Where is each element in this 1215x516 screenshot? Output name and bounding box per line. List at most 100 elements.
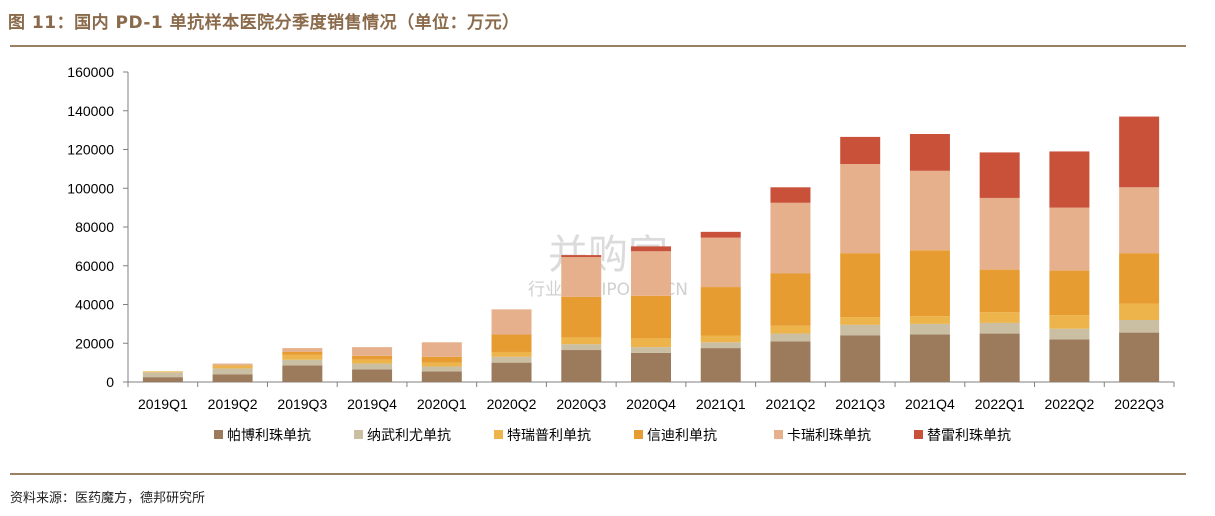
bar-segment-s2-2022Q2	[1049, 315, 1090, 329]
bar-segment-s3-2022Q3	[1119, 253, 1160, 304]
bar-segment-s2-2019Q3	[282, 354, 323, 360]
bar-segment-s2-2020Q2	[491, 351, 532, 357]
bar-segment-s2-2021Q4	[909, 316, 950, 324]
bar-segment-s4-2021Q2	[770, 202, 811, 274]
bar-segment-s4-2021Q1	[700, 237, 741, 288]
legend-swatch	[774, 430, 783, 439]
bar-segment-s0-2021Q2	[770, 341, 811, 382]
bar-segment-s4-2022Q2	[1049, 207, 1090, 271]
source-note: 资料来源：医药魔方，德邦研究所	[10, 491, 206, 506]
bar-segment-s4-2019Q4	[352, 347, 393, 356]
x-tick-label: 2022Q1	[975, 396, 1025, 412]
bar-segment-s1-2021Q3	[840, 324, 881, 336]
bar-segment-s1-2019Q1	[142, 372, 183, 378]
bar-segment-s2-2021Q2	[770, 325, 811, 334]
bar-segment-s1-2019Q3	[282, 359, 323, 366]
top-rule	[10, 45, 1186, 47]
x-tick-label: 2019Q1	[138, 396, 188, 412]
x-tick-label: 2021Q4	[905, 396, 955, 412]
x-tick-label: 2019Q3	[277, 396, 327, 412]
bar-segment-s3-2022Q2	[1049, 270, 1090, 316]
bar-segment-s0-2021Q1	[700, 348, 741, 382]
bar-segment-s3-2019Q3	[282, 351, 323, 355]
bar-segment-s2-2022Q1	[979, 312, 1020, 323]
legend-label: 替雷利珠单抗	[927, 428, 1011, 444]
bar-segment-s5-2021Q2	[770, 187, 811, 203]
bottom-rule	[10, 473, 1186, 475]
bar-segment-s1-2021Q1	[700, 342, 741, 349]
legend-label: 帕博利珠单抗	[227, 427, 311, 444]
bar-segment-s3-2020Q4	[631, 295, 671, 339]
bar-segment-s1-2020Q1	[421, 366, 462, 372]
x-tick-label: 2021Q2	[766, 396, 816, 412]
x-tick-label: 2020Q3	[556, 396, 606, 412]
y-tick-label: 0	[106, 374, 114, 390]
bar-segment-s4-2019Q2	[212, 363, 253, 366]
bar-segment-s0-2020Q4	[631, 352, 671, 382]
legend-label: 特瑞普利单抗	[507, 428, 591, 444]
bar-segment-s2-2021Q3	[840, 317, 881, 325]
bar-segment-s3-2022Q1	[979, 269, 1020, 313]
x-tick-label: 2019Q2	[208, 396, 258, 412]
bar-segment-s0-2021Q3	[840, 335, 881, 382]
bar-segment-s2-2022Q3	[1119, 303, 1160, 320]
bar-segment-s0-2021Q4	[909, 334, 950, 382]
bar-segment-s1-2020Q2	[491, 356, 532, 363]
y-tick-label: 100000	[67, 180, 114, 196]
legend-swatch	[914, 430, 923, 439]
y-tick-label: 80000	[75, 219, 114, 235]
bar-segment-s0-2020Q1	[421, 371, 462, 382]
bar-segment-s4-2019Q3	[282, 348, 323, 352]
bar-segment-s0-2022Q3	[1119, 332, 1160, 382]
bar-segment-s0-2019Q2	[212, 374, 253, 382]
bar-segment-s0-2020Q2	[491, 362, 532, 382]
x-tick-label: 2019Q4	[347, 396, 397, 412]
legend-swatch	[634, 430, 643, 439]
bar-segment-s5-2021Q3	[840, 136, 881, 165]
y-tick-label: 40000	[75, 297, 114, 313]
x-tick-label: 2021Q1	[696, 396, 746, 412]
bar-segment-s3-2021Q4	[909, 250, 950, 317]
bar-segment-s1-2021Q4	[909, 323, 950, 335]
bar-segment-s1-2022Q1	[979, 322, 1020, 334]
y-tick-label: 60000	[75, 258, 114, 274]
legend-label: 卡瑞利珠单抗	[787, 428, 871, 444]
bar-segment-s1-2021Q2	[770, 333, 811, 342]
bar-segment-s5-2020Q4	[631, 246, 671, 252]
bar-segment-s0-2020Q3	[561, 350, 602, 382]
legend-label: 信迪利单抗	[647, 428, 717, 444]
bar-segment-s4-2020Q2	[491, 309, 532, 335]
bar-segment-s1-2022Q3	[1119, 320, 1160, 333]
bar-segment-s2-2021Q1	[700, 335, 741, 343]
x-tick-label: 2022Q3	[1114, 396, 1164, 412]
x-tick-label: 2021Q3	[835, 396, 885, 412]
bar-segment-s3-2020Q1	[421, 356, 462, 363]
bar-segment-s0-2022Q2	[1049, 339, 1090, 382]
bar-segment-s4-2020Q3	[561, 257, 602, 297]
bar-segment-s1-2019Q2	[212, 368, 253, 375]
bar-segment-s3-2021Q2	[770, 273, 811, 326]
bar-segment-s5-2022Q2	[1049, 151, 1090, 208]
bar-segment-s4-2022Q1	[979, 197, 1020, 270]
bar-segment-s0-2019Q4	[352, 369, 393, 382]
bar-segment-s2-2020Q4	[631, 338, 671, 348]
bar-segment-s4-2020Q1	[421, 342, 462, 357]
bar-segment-s5-2021Q4	[909, 134, 950, 171]
bar-segment-s1-2020Q3	[561, 344, 602, 351]
bar-segment-s2-2020Q3	[561, 337, 602, 345]
legend-swatch	[214, 430, 223, 439]
x-tick-label: 2022Q2	[1044, 396, 1094, 412]
chart-title: 图 11：国内 PD-1 单抗样本医院分季度销售情况（单位：万元）	[8, 13, 520, 33]
y-tick-label: 140000	[67, 103, 114, 119]
bar-segment-s3-2019Q4	[352, 355, 393, 360]
bar-segment-s1-2022Q2	[1049, 328, 1090, 340]
bar-segment-s5-2022Q1	[979, 152, 1020, 198]
y-tick-label: 160000	[67, 64, 114, 80]
bar-segment-s0-2019Q1	[142, 377, 183, 382]
bar-segment-s5-2021Q1	[700, 231, 741, 238]
legend-label: 纳武利尤单抗	[367, 428, 451, 444]
y-tick-label: 120000	[67, 142, 114, 158]
bar-segment-s4-2022Q3	[1119, 187, 1160, 254]
bar-segment-s3-2021Q1	[700, 287, 741, 336]
